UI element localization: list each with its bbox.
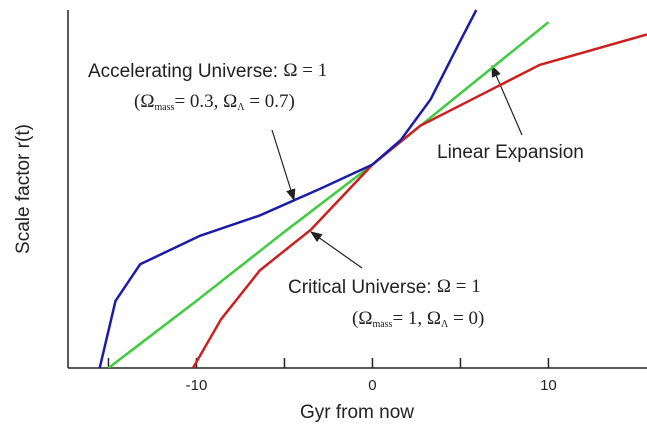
annotation-part: = 0.3, Ω [174, 91, 237, 112]
annotation-part: mass [154, 102, 174, 113]
x-tick-label: 0 [368, 377, 376, 394]
annotation-part: Ω = 1 [437, 276, 481, 297]
arrow [271, 129, 296, 202]
series-line [98, 9, 478, 368]
x-tick-label: -10 [186, 377, 208, 394]
annotation-part: = 1, Ω [392, 308, 441, 329]
annotation-part: Λ [441, 319, 449, 330]
annotation-part: Λ [237, 102, 245, 113]
arrow [491, 64, 523, 136]
y-axis-label: Scale factor r(t) [13, 124, 34, 254]
annotation: (Ωmass= 0.3, ΩΛ = 0.7) [134, 91, 295, 113]
annotation-part: Ω = 1 [283, 60, 327, 81]
x-axis-label: Gyr from now [300, 402, 414, 423]
annotation-part: Critical Universe: [288, 277, 437, 298]
annotation-part: Accelerating Universe: [88, 61, 283, 82]
annotation: Critical Universe: Ω = 1 [288, 276, 481, 298]
annotation: Accelerating Universe: Ω = 1 [88, 60, 327, 82]
annotation-part: = 0.7) [245, 91, 295, 112]
arrow [310, 231, 363, 269]
x-tick-label: 10 [540, 377, 557, 394]
annotation-part: (Ω [134, 91, 154, 112]
annotation-part: Linear Expansion [437, 142, 584, 163]
series-line [107, 21, 550, 368]
annotation: Linear Expansion [437, 142, 584, 163]
annotation-part: mass [372, 319, 392, 330]
annotation-part: (Ω [352, 308, 372, 329]
annotation-part: = 0) [448, 308, 484, 329]
annotation: (Ωmass= 1, ΩΛ = 0) [352, 308, 484, 330]
